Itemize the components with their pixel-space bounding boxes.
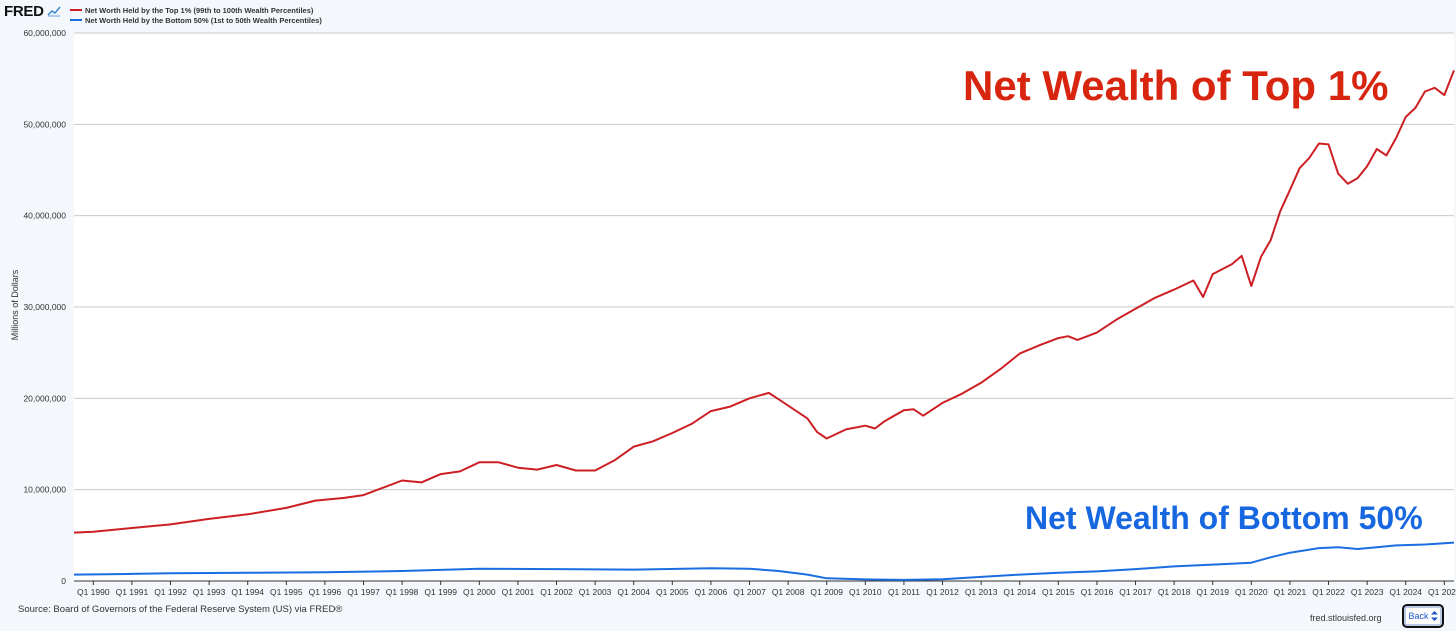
y-tick-label: 30,000,000: [23, 302, 66, 312]
site-link[interactable]: fred.stlouisfed.org: [1310, 613, 1382, 623]
x-tick-label: Q1 1990: [77, 587, 110, 597]
legend-item-bottom50[interactable]: Net Worth Held by the Bottom 50% (1st to…: [70, 15, 322, 25]
x-tick-label: Q1 2025: [1428, 587, 1456, 597]
source-note: Source: Board of Governors of the Federa…: [18, 604, 343, 615]
x-tick-label: Q1 2002: [540, 587, 573, 597]
x-tick-label: Q1 1996: [309, 587, 342, 597]
x-tick-label: Q1 1992: [154, 587, 187, 597]
annotation-bottom50: Net Wealth of Bottom 50%: [1025, 500, 1423, 536]
x-tick-label: Q1 1999: [424, 587, 457, 597]
x-tick-label: Q1 2021: [1274, 587, 1307, 597]
annotation-top1: Net Wealth of Top 1%: [963, 62, 1389, 109]
x-tick-label: Q1 2010: [849, 587, 882, 597]
x-tick-label: Q1 1991: [116, 587, 149, 597]
x-tick-label: Q1 2007: [733, 587, 766, 597]
legend-swatch-bottom50: [70, 19, 82, 21]
x-tick-label: Q1 2001: [502, 587, 535, 597]
x-tick-label: Q1 1997: [347, 587, 380, 597]
x-tick-label: Q1 2022: [1312, 587, 1345, 597]
y-tick-label: 0: [61, 576, 66, 586]
x-tick-label: Q1 2023: [1351, 587, 1384, 597]
x-tick-label: Q1 2018: [1158, 587, 1191, 597]
y-tick-label: 40,000,000: [23, 211, 66, 221]
x-tick-label: Q1 2011: [888, 587, 920, 597]
up-down-arrows-icon: [1430, 611, 1438, 621]
legend-label-top1: Net Worth Held by the Top 1% (99th to 10…: [85, 5, 314, 15]
y-tick-label: 10,000,000: [23, 485, 66, 495]
fred-logo[interactable]: FRED: [4, 2, 61, 20]
series-line-top1: [73, 70, 1455, 534]
legend-label-bottom50: Net Worth Held by the Bottom 50% (1st to…: [85, 15, 322, 25]
x-tick-label: Q1 2014: [1003, 587, 1036, 597]
x-tick-label: Q1 2013: [965, 587, 998, 597]
x-tick-label: Q1 2016: [1081, 587, 1114, 597]
back-button-label: Back: [1408, 611, 1429, 621]
x-tick-label: Q1 1994: [231, 587, 264, 597]
x-tick-label: Q1 2015: [1042, 587, 1075, 597]
y-tick-label: 60,000,000: [23, 28, 66, 38]
x-tick-label: Q1 2003: [579, 587, 612, 597]
legend-item-top1[interactable]: Net Worth Held by the Top 1% (99th to 10…: [70, 5, 322, 15]
x-tick-label: Q1 2009: [810, 587, 843, 597]
y-tick-label: 50,000,000: [23, 119, 66, 129]
x-tick-label: Q1 1995: [270, 587, 303, 597]
x-tick-label: Q1 2004: [617, 587, 650, 597]
x-tick-label: Q1 2019: [1196, 587, 1229, 597]
legend-swatch-top1: [70, 9, 82, 11]
x-tick-label: Q1 2024: [1389, 587, 1422, 597]
x-tick-label: Q1 2000: [463, 587, 496, 597]
chart-line-icon: [47, 6, 61, 17]
x-tick-label: Q1 2020: [1235, 587, 1268, 597]
y-tick-label: 20,000,000: [23, 393, 66, 403]
logo-text: FRED: [4, 2, 44, 20]
x-tick-label: Q1 1998: [386, 587, 419, 597]
x-tick-label: Q1 2012: [926, 587, 959, 597]
x-tick-label: Q1 1993: [193, 587, 226, 597]
x-tick-label: Q1 2008: [772, 587, 805, 597]
x-tick-label: Q1 2006: [695, 587, 728, 597]
legend: Net Worth Held by the Top 1% (99th to 10…: [70, 5, 322, 25]
x-tick-label: Q1 2017: [1119, 587, 1152, 597]
x-tick-label: Q1 2005: [656, 587, 689, 597]
back-button[interactable]: Back: [1402, 604, 1444, 628]
series-line-bottom50: [73, 541, 1455, 581]
